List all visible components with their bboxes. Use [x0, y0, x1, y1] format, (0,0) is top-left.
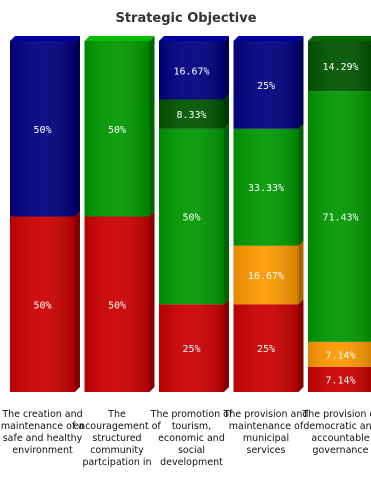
bar-segment-shade-3-0 — [233, 304, 299, 392]
bar-segment-shade-3-1 — [233, 245, 299, 305]
segment-label-4-0: 7.14% — [325, 375, 355, 386]
category-label-line-0-0: The creation and — [1, 409, 82, 420]
bar-segment-shade-1-2 — [84, 41, 150, 217]
segment-label-2-4: 16.67% — [173, 66, 209, 77]
segment-label-4-3: 14.29% — [322, 62, 358, 73]
bar-top-4 — [308, 36, 371, 41]
bar-side-3-1 — [298, 240, 304, 305]
segment-label-3-1: 16.67% — [248, 271, 284, 282]
bar-segment-shade-0-0 — [10, 216, 75, 392]
bar-side-3-4 — [298, 36, 304, 129]
category-label-line-4-3: governance — [313, 445, 369, 456]
bar-segment-shade-2-2 — [159, 128, 224, 305]
bar-top-1 — [84, 36, 155, 41]
bar-side-2-4 — [224, 36, 229, 100]
category-label-line-1-2: structured — [92, 433, 141, 444]
segment-label-2-3: 8.33% — [176, 110, 206, 121]
category-label-line-0-3: environment — [12, 445, 73, 456]
category-label-1: The encouragement of structured community pa… — [73, 409, 161, 468]
bar-side-2-2 — [224, 123, 229, 305]
category-label-line-2-1: tourism, — [172, 421, 211, 432]
bar-segment-shade-1-0 — [84, 216, 150, 392]
segment-label-2-2: 50% — [182, 213, 200, 224]
segment-label-3-0: 25% — [257, 344, 275, 355]
category-label-line-2-3: social — [178, 445, 205, 456]
bar-segment-shade-4-1 — [308, 341, 371, 367]
bar-side-1-2 — [149, 36, 155, 217]
category-label-line-2-0: The promotion of — [150, 409, 233, 420]
bar-segment-shade-0-4 — [10, 41, 75, 217]
category-labels: The creation and maintenance of a safe and… — [1, 409, 371, 468]
category-label-line-3-1: maintenance of — [229, 421, 304, 432]
chart-title: Strategic Objective — [115, 11, 256, 26]
category-label-line-4-1: democratic and — [303, 421, 371, 432]
category-label-line-0-2: safe and healthy — [3, 433, 83, 444]
category-label-line-1-4: partcipation in — [82, 457, 151, 468]
segment-label-4-1: 7.14% — [325, 350, 355, 361]
category-label-line-1-0: The — [107, 409, 126, 420]
category-label-line-2-4: development — [160, 457, 223, 468]
category-label-line-4-2: accountable — [311, 433, 369, 444]
category-label-0: The creation and maintenance of a safe and… — [1, 409, 84, 456]
bar-side-3-0 — [298, 299, 304, 392]
category-label-line-1-3: community — [90, 445, 144, 456]
bar-segment-shade-2-3 — [159, 99, 224, 129]
bar-segment-shade-4-2 — [308, 91, 371, 342]
segment-label-4-2: 71.43% — [322, 213, 358, 224]
bars-group: 50% 50% 50% 50% 25% 50% 8.33% 16.67% 25% 16.67% 33… — [10, 36, 371, 392]
segment-label-2-0: 25% — [182, 344, 200, 355]
segment-label-1-0: 50% — [108, 300, 126, 311]
category-label-line-4-0: The provision of — [301, 409, 371, 420]
bar-side-2-0 — [224, 299, 229, 392]
bar-segment-shade-3-4 — [233, 41, 299, 129]
segment-label-1-2: 50% — [108, 125, 126, 136]
bar-side-0-4 — [75, 36, 80, 217]
bar-top-0 — [10, 36, 80, 41]
category-label-line-0-1: maintenance of a — [1, 421, 84, 432]
bar-segment-shade-3-2 — [233, 128, 299, 246]
bar-side-0-0 — [75, 211, 80, 392]
category-label-line-3-3: services — [247, 445, 286, 456]
segment-label-3-2: 33.33% — [248, 183, 284, 194]
bar-side-2-3 — [224, 94, 229, 129]
bar-segment-shade-2-4 — [159, 41, 224, 100]
bar-top-2 — [159, 36, 229, 41]
category-label-3: The provision and maintenance of municipal… — [223, 409, 309, 456]
segment-label-0-0: 50% — [33, 300, 51, 311]
segment-label-0-4: 50% — [33, 125, 51, 136]
category-label-line-2-2: economic and — [158, 433, 225, 444]
category-label-line-3-0: The provision and — [223, 409, 309, 420]
category-label-4: The provision of democratic and accountabl… — [301, 409, 371, 456]
bar-segment-shade-4-3 — [308, 41, 371, 92]
bar-top-3 — [233, 36, 304, 41]
category-label-2: The promotion of tourism, economic and soci… — [150, 409, 233, 468]
segment-label-3-4: 25% — [257, 81, 275, 92]
bar-segment-shade-2-0 — [159, 304, 224, 392]
category-label-line-3-2: municipal — [243, 433, 289, 444]
bar-segment-shade-4-0 — [308, 366, 371, 392]
category-label-line-1-1: encouragement of — [73, 421, 161, 432]
bar-side-3-2 — [298, 123, 304, 246]
bar-side-1-0 — [149, 211, 155, 392]
